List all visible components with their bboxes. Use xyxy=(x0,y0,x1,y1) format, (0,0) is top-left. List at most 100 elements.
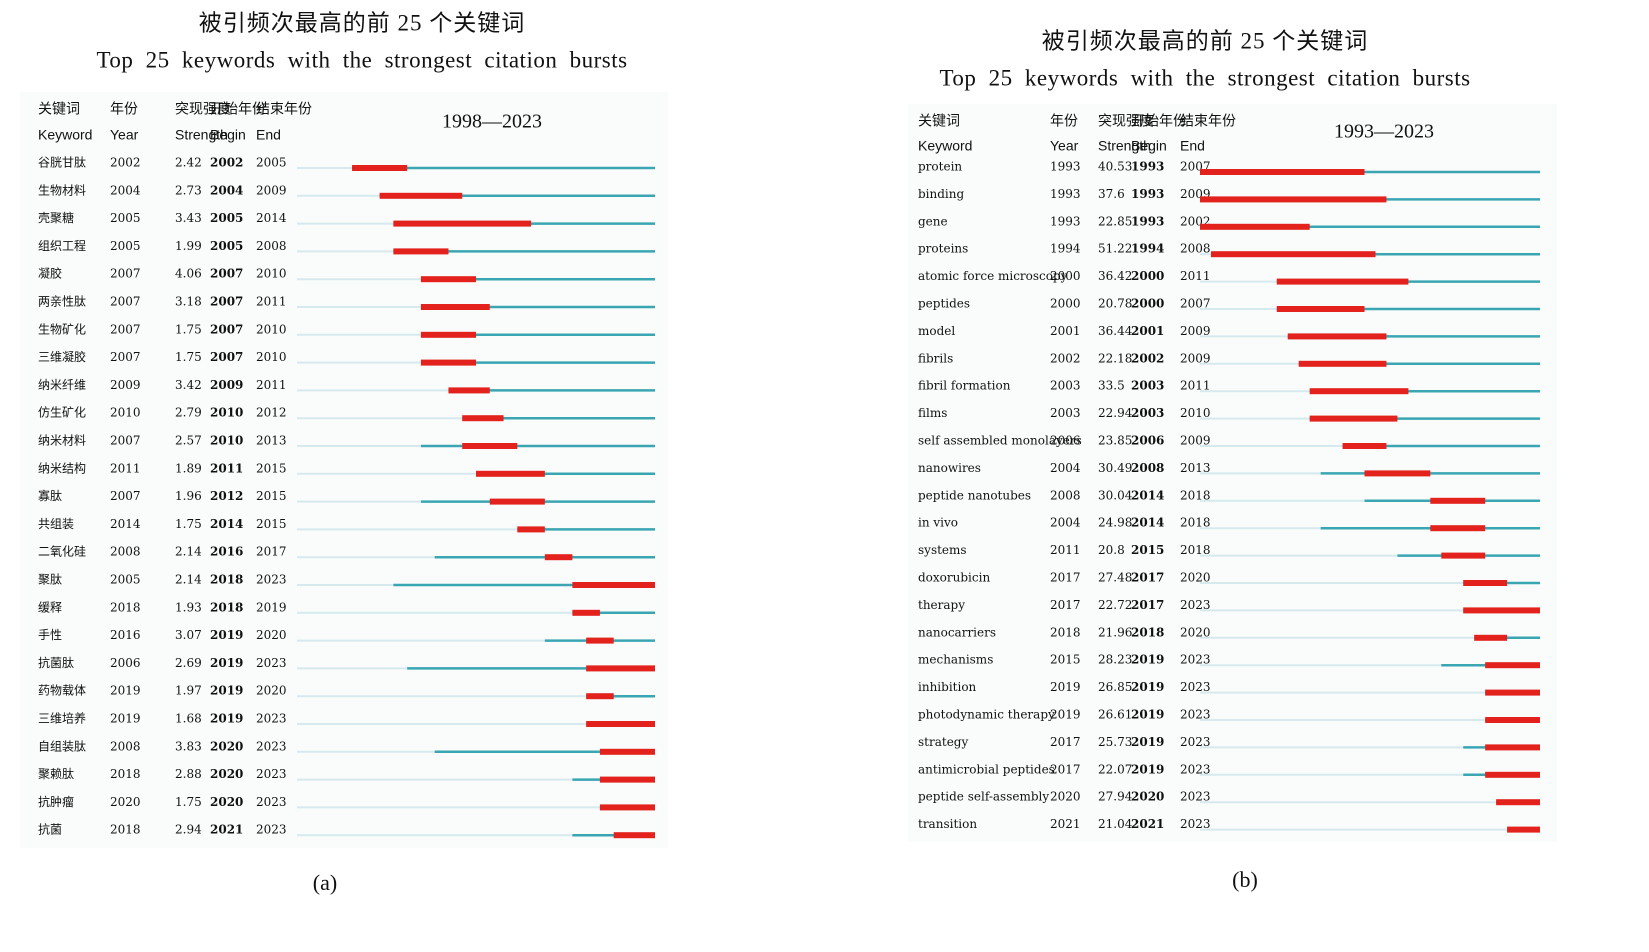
cell-keyword: fibrils xyxy=(918,351,953,365)
cell-begin: 2010 xyxy=(210,406,243,420)
cell-year: 2019 xyxy=(110,684,141,698)
cell-year: 2010 xyxy=(110,406,141,420)
cell-strength: 1.89 xyxy=(175,461,202,475)
cell-year: 2004 xyxy=(1050,516,1081,530)
cell-keyword: photodynamic therapy xyxy=(918,708,1055,722)
burst-bar xyxy=(1485,689,1540,696)
burst-bar xyxy=(1463,580,1508,586)
cell-keyword: 生物矿化 xyxy=(38,322,86,336)
cell-begin: 2009 xyxy=(210,378,243,392)
burst-bar xyxy=(1200,223,1310,230)
cell-end: 2009 xyxy=(256,183,287,197)
cell-begin: 2020 xyxy=(210,739,243,753)
cell-keyword: doxorubicin xyxy=(918,571,990,585)
cell-year: 2007 xyxy=(110,350,141,364)
burst-bar xyxy=(393,248,449,255)
cell-strength: 23.85 xyxy=(1098,434,1132,448)
cell-keyword: mechanisms xyxy=(918,653,993,667)
burst-bar xyxy=(1430,525,1486,532)
cell-end: 2023 xyxy=(1180,708,1211,722)
cell-keyword: fibril formation xyxy=(918,379,1011,393)
cell-keyword: 三维凝胶 xyxy=(38,349,86,364)
cell-begin: 2017 xyxy=(1131,571,1164,585)
cell-year: 2016 xyxy=(110,628,141,642)
cell-keyword: atomic force microscopy xyxy=(918,269,1068,283)
cell-begin: 2018 xyxy=(210,600,243,614)
cell-end: 2023 xyxy=(256,712,287,726)
cell-strength: 26.61 xyxy=(1098,708,1132,722)
cell-strength: 3.18 xyxy=(175,295,202,309)
cell-keyword: 抗菌肽 xyxy=(38,655,74,670)
burst-bar xyxy=(1485,717,1540,723)
cell-end: 2010 xyxy=(256,350,287,364)
cell-keyword: 抗肿瘤 xyxy=(38,794,74,809)
cell-strength: 2.14 xyxy=(175,545,202,559)
burst-bar xyxy=(1496,799,1540,806)
burst-bar xyxy=(572,609,600,616)
header-en: Keyword xyxy=(918,138,972,154)
cell-begin: 2019 xyxy=(1131,708,1164,722)
cell-year: 1993 xyxy=(1050,214,1081,228)
cell-begin: 2015 xyxy=(1131,543,1164,557)
cell-strength: 4.06 xyxy=(175,267,202,281)
cell-strength: 3.83 xyxy=(175,739,202,753)
cell-end: 2023 xyxy=(256,795,287,809)
cell-year: 2008 xyxy=(1050,488,1081,502)
cell-strength: 2.79 xyxy=(175,406,202,420)
burst-bar xyxy=(476,470,545,477)
cell-begin: 1993 xyxy=(1131,214,1164,228)
cell-strength: 28.23 xyxy=(1098,653,1132,667)
cell-year: 1993 xyxy=(1050,160,1081,174)
cell-keyword: 纳米结构 xyxy=(38,460,86,475)
cell-year: 2015 xyxy=(1050,653,1081,667)
cell-begin: 2019 xyxy=(210,712,243,726)
cell-strength: 2.88 xyxy=(175,767,202,781)
cell-strength: 2.69 xyxy=(175,656,202,670)
cell-begin: 2019 xyxy=(1131,735,1164,749)
cell-end: 2012 xyxy=(256,406,287,420)
burst-bar xyxy=(613,832,655,839)
cell-keyword: antimicrobial peptides xyxy=(918,762,1055,776)
cell-begin: 2019 xyxy=(210,684,243,698)
cell-strength: 2.42 xyxy=(175,156,202,170)
burst-bar xyxy=(599,748,655,755)
cell-keyword: inhibition xyxy=(918,680,977,694)
cell-year: 2001 xyxy=(1050,324,1081,338)
burst-bar xyxy=(462,443,518,449)
cell-keyword: nanocarriers xyxy=(918,625,996,639)
header-zh: 关键词 xyxy=(918,113,960,129)
cell-begin: 2020 xyxy=(210,767,243,781)
burst-bar xyxy=(599,804,655,811)
header-en: Begin xyxy=(1131,138,1167,154)
cell-keyword: strategy xyxy=(918,735,968,749)
cell-year: 2008 xyxy=(110,545,141,559)
burst-bar xyxy=(1200,196,1387,203)
title-en: Top 25 keywords with the strongest citat… xyxy=(96,47,627,72)
cell-begin: 2019 xyxy=(1131,653,1164,667)
cell-strength: 21.96 xyxy=(1098,625,1132,639)
burst-bar xyxy=(1364,470,1431,477)
cell-begin: 2006 xyxy=(1131,434,1164,448)
cell-keyword: 组织工程 xyxy=(38,238,86,253)
cell-year: 2006 xyxy=(110,656,141,670)
cell-keyword: 仿生矿化 xyxy=(38,406,86,420)
cell-keyword: 共组装 xyxy=(38,517,74,531)
burst-bar xyxy=(517,526,545,533)
burst-bar xyxy=(1485,771,1540,778)
range-label: 1993—2023 xyxy=(1334,121,1434,143)
burst-bar xyxy=(448,387,490,394)
cell-end: 2011 xyxy=(1180,269,1211,283)
cell-keyword: 自组装肽 xyxy=(38,738,86,753)
cell-begin: 2020 xyxy=(210,795,243,809)
cell-begin: 2007 xyxy=(210,267,243,281)
burst-bar xyxy=(586,637,614,644)
burst-bar xyxy=(393,220,532,227)
cell-end: 2013 xyxy=(1180,461,1211,475)
burst-bar xyxy=(1210,251,1376,258)
header-zh: 关键词 xyxy=(38,101,80,117)
cell-year: 2000 xyxy=(1050,269,1081,283)
caption: (b) xyxy=(1232,867,1258,892)
cell-year: 2004 xyxy=(110,183,141,197)
cell-end: 2018 xyxy=(1180,543,1211,557)
cell-strength: 1.68 xyxy=(175,712,202,726)
